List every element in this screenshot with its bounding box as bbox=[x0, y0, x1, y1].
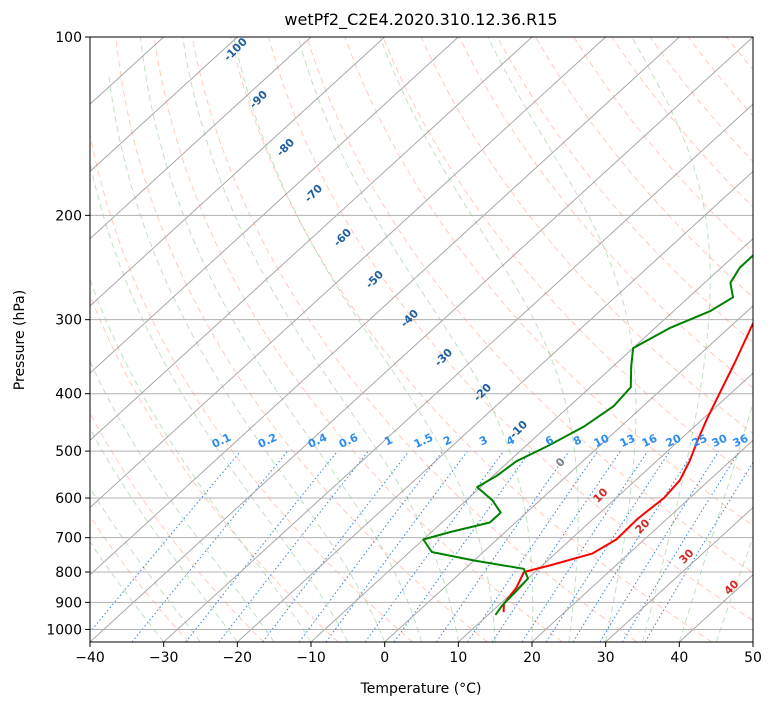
y-tick-label: 500 bbox=[55, 444, 82, 460]
isotherm-line bbox=[90, 37, 607, 509]
mixing-ratio-label: 10 bbox=[592, 432, 612, 450]
y-tick-label: 200 bbox=[55, 208, 82, 224]
x-tick-label: −30 bbox=[149, 650, 179, 666]
dry-adiabat bbox=[191, 37, 638, 642]
moist-adiabat bbox=[140, 37, 422, 642]
dry-adiabat bbox=[153, 37, 563, 642]
chart-title: wetPf2_C2E4.2020.310.12.36.R15 bbox=[284, 10, 557, 30]
y-tick-label: 800 bbox=[55, 565, 82, 581]
dry-adiabat bbox=[90, 412, 264, 642]
mixing-ratio-label: 16 bbox=[640, 432, 660, 450]
mixing-ratio-label: 30 bbox=[710, 432, 730, 450]
mixing-ratio-line bbox=[298, 450, 444, 642]
dry-adiabat bbox=[496, 37, 753, 344]
x-tick-label: −40 bbox=[75, 650, 105, 666]
dry-adiabat bbox=[90, 515, 190, 642]
mixing-ratio-label: 36 bbox=[731, 432, 751, 450]
moist-adiabat bbox=[631, 37, 711, 642]
moist-adiabat bbox=[233, 37, 496, 642]
mixing-ratio-line bbox=[572, 450, 695, 642]
x-tick-label: 40 bbox=[670, 650, 688, 666]
moist-adiabat bbox=[487, 37, 637, 642]
mixing-ratio-line bbox=[621, 450, 740, 642]
mixing-ratio-line bbox=[131, 450, 288, 642]
isotherm-line bbox=[531, 439, 753, 642]
isotherm-line bbox=[384, 305, 753, 642]
moist-adiabat bbox=[678, 401, 753, 642]
mixing-ratio-line bbox=[90, 450, 242, 633]
isotherm-line bbox=[457, 372, 753, 642]
y-axis-label: Pressure (hPa) bbox=[12, 290, 28, 390]
y-tick-label: 700 bbox=[55, 531, 82, 547]
moist-adiabat bbox=[715, 535, 753, 642]
moist-adiabat bbox=[379, 37, 579, 642]
dry-adiabat bbox=[115, 37, 488, 642]
x-axis-label: Temperature (°C) bbox=[360, 681, 482, 697]
isotherm-line bbox=[236, 170, 753, 642]
mixing-ratio-label: 20 bbox=[664, 432, 684, 450]
y-tick-label: 300 bbox=[55, 313, 82, 329]
dry-adiabat bbox=[382, 37, 753, 481]
y-tick-label: 100 bbox=[55, 30, 82, 46]
skewed-isotherms bbox=[90, 37, 753, 642]
x-tick-label: −10 bbox=[296, 650, 326, 666]
x-tick-label: 20 bbox=[523, 650, 541, 666]
isotherm-line bbox=[605, 506, 753, 642]
y-axis-ticks: 100 200 300 400 500 600 700 800 900 1000 bbox=[46, 30, 90, 638]
series-line-temperature bbox=[502, 321, 753, 613]
plot-frame bbox=[89, 36, 754, 643]
pressure-gridlines bbox=[90, 37, 753, 630]
moist-adiabat bbox=[297, 37, 534, 642]
isotherm-line bbox=[90, 37, 533, 442]
mixing-ratio-line bbox=[325, 450, 468, 642]
dry-adiabat bbox=[306, 37, 753, 574]
isotherm-line bbox=[90, 37, 386, 307]
isotherm-line bbox=[90, 37, 753, 642]
dry-adiabat bbox=[535, 37, 753, 298]
moist-adiabat bbox=[90, 160, 349, 642]
isotherm-line bbox=[90, 37, 312, 240]
moist-adiabat bbox=[90, 427, 238, 642]
x-tick-label: 0 bbox=[380, 650, 389, 666]
moist-adiabat bbox=[90, 278, 312, 642]
x-axis-ticks: −40 −30 −20 −10 0 10 20 30 40 50 bbox=[75, 642, 762, 666]
dry-adiabat bbox=[90, 131, 414, 642]
mixing-ratio-line bbox=[521, 450, 649, 642]
y-tick-label: 400 bbox=[55, 387, 82, 403]
isotherm-line bbox=[90, 37, 680, 576]
series-line-dewpoint bbox=[422, 254, 753, 616]
mixing-ratio-label: 13 bbox=[618, 432, 637, 450]
mixing-ratio-line bbox=[435, 450, 570, 642]
moist-adiabat bbox=[90, 487, 201, 642]
x-tick-label: 50 bbox=[744, 650, 762, 666]
dry-adiabat bbox=[268, 37, 753, 622]
isotherm-line bbox=[310, 237, 753, 642]
mixing-ratio-line bbox=[262, 450, 410, 642]
y-tick-label: 900 bbox=[55, 595, 82, 611]
mixing-ratio-line bbox=[364, 450, 505, 642]
y-tick-label: 600 bbox=[55, 491, 82, 507]
mixing-ratio-label: 25 bbox=[690, 432, 709, 450]
moist-adiabat bbox=[182, 37, 459, 642]
mixing-ratio-line bbox=[185, 450, 338, 642]
moist-adiabat bbox=[108, 72, 386, 642]
x-tick-label: 30 bbox=[597, 650, 615, 666]
isotherm-line bbox=[90, 37, 238, 173]
x-tick-label: 10 bbox=[449, 650, 467, 666]
sounding-series bbox=[422, 254, 753, 616]
mixing-ratio-line bbox=[545, 450, 671, 642]
isotherm-line bbox=[163, 103, 753, 642]
mixing-ratio-line bbox=[491, 450, 621, 642]
x-tick-label: −20 bbox=[223, 650, 253, 666]
mixing-ratio-line bbox=[467, 450, 599, 642]
isotherm-line bbox=[90, 37, 459, 374]
y-tick-label: 1000 bbox=[46, 622, 82, 638]
